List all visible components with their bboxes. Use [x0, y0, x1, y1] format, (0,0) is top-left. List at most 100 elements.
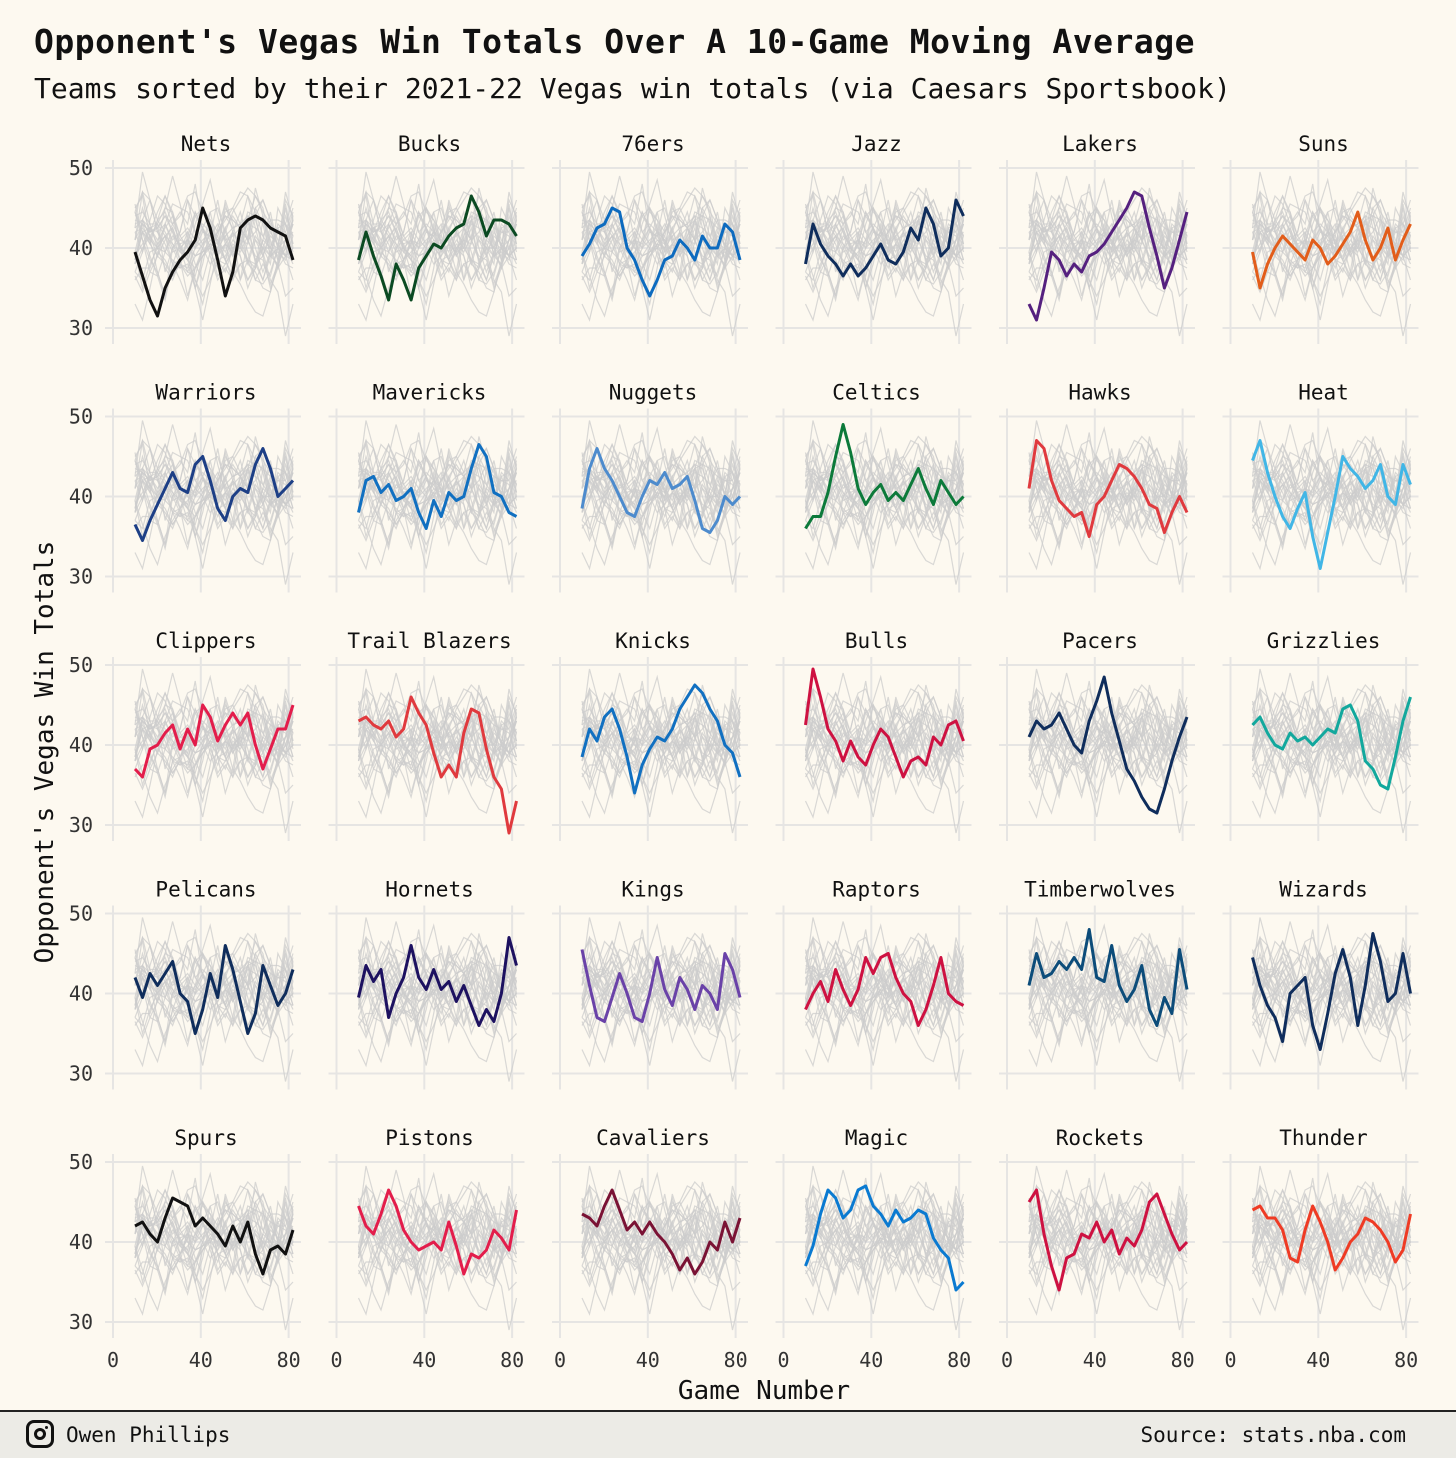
background-series-line [1252, 948, 1412, 1028]
background-series-line [1252, 203, 1412, 282]
source-credit: Source: stats.nba.com [1140, 1423, 1406, 1447]
background-series-line [357, 688, 517, 795]
background-series-line [1028, 452, 1188, 526]
panel-grizzlies: Grizzlies [1222, 629, 1419, 841]
background-series-line [581, 696, 741, 788]
series-line-hornets [357, 936, 518, 1027]
x-tick-label: 80 [500, 1348, 524, 1372]
background-series-line [581, 939, 741, 1028]
background-series-line [134, 442, 294, 531]
background-series-line [1251, 194, 1412, 282]
series-line-pelicans [133, 944, 295, 1035]
series-line-warriors [133, 447, 295, 542]
panel-trail-blazers: Trail Blazers [328, 629, 525, 841]
panel-title: Pistons [385, 1126, 474, 1150]
background-series-line [1251, 691, 1411, 796]
panel-title: Hawks [1068, 381, 1131, 405]
panel-cavaliers: Cavaliers 0 40 80 [552, 1126, 748, 1372]
background-series-line [581, 194, 741, 282]
background-series-line [357, 442, 517, 547]
background-series-line [1251, 696, 1412, 788]
background-series-line [1028, 696, 1188, 788]
series-line-cavaliers [581, 1188, 742, 1276]
panel-title: Mavericks [373, 381, 487, 405]
background-series-line [358, 203, 518, 282]
background-series-line [1252, 700, 1412, 779]
background-series-line [1028, 439, 1188, 546]
background-series-line [357, 452, 518, 526]
background-series-line [134, 696, 294, 788]
panel-celtics: Celtics [775, 381, 972, 593]
x-axis-title: Game Number [678, 1376, 850, 1406]
background-series-line [357, 949, 518, 1023]
background-series-line [134, 1188, 294, 1293]
background-series-line [1252, 691, 1412, 779]
panel-bulls: Bulls [775, 629, 972, 841]
background-series-line [581, 700, 741, 779]
background-series-line [1028, 700, 1188, 774]
background-series-line [804, 1193, 965, 1285]
background-series-line [357, 194, 518, 282]
series-line-suns [1251, 210, 1412, 290]
background-series-line [134, 691, 294, 779]
background-series-line [1028, 688, 1188, 795]
panel-title: Knicks [615, 629, 691, 653]
background-series-line [357, 691, 517, 796]
background-series-line [1028, 952, 1188, 1028]
panel-title: Pacers [1062, 629, 1138, 653]
background-series-line [1251, 1188, 1412, 1276]
background-series-line [804, 452, 965, 526]
background-series-line [358, 210, 518, 278]
series-line-jazz [804, 198, 965, 278]
background-series-line [134, 707, 294, 775]
panel-suns: Suns [1222, 132, 1419, 344]
chart-subtitle: Teams sorted by their 2021-22 Vegas win … [34, 72, 1231, 105]
y-axis-title: Opponent's Vegas Win Totals [30, 541, 60, 964]
background-series-line [581, 1188, 741, 1276]
background-series-line [1251, 704, 1411, 779]
background-series-line [357, 945, 518, 1036]
background-series-line [358, 442, 518, 530]
background-series-line [1028, 1188, 1188, 1276]
series-line-clippers [133, 703, 295, 779]
panel-title: 76ers [621, 132, 684, 156]
panel-lakers: Lakers [999, 132, 1195, 344]
panel-title: Warriors [155, 381, 256, 405]
background-series-line [1251, 452, 1412, 526]
background-series-line [358, 1197, 518, 1276]
background-series-line [581, 203, 741, 282]
background-series-line [581, 691, 741, 779]
background-series-line [357, 442, 518, 531]
background-series-line [581, 455, 741, 531]
background-series-line [581, 194, 741, 282]
background-series-line [134, 210, 294, 278]
background-series-line [581, 207, 741, 282]
background-series-line [804, 1188, 965, 1276]
panel-title: Heat [1298, 381, 1349, 405]
background-series-line [134, 203, 294, 282]
panel-nuggets: Nuggets [552, 381, 748, 593]
background-series-line [1251, 691, 1412, 779]
background-series-line [804, 199, 965, 291]
background-series-line [1028, 691, 1188, 796]
panel-title: Timberwolves [1024, 878, 1176, 902]
background-series-line [1252, 442, 1412, 530]
background-series-line [805, 203, 965, 282]
y-tick-label: 30 [69, 1310, 93, 1334]
background-series-line [581, 203, 741, 277]
panel-title: Lakers [1062, 132, 1138, 156]
background-series-line [357, 700, 518, 774]
background-series-line [1251, 199, 1412, 291]
background-series-line [804, 691, 964, 796]
background-series-line [134, 194, 294, 282]
series-line-bulls [804, 667, 965, 779]
background-series-line [581, 707, 741, 775]
panel-76ers: 76ers [552, 132, 748, 344]
background-series-line [134, 458, 294, 526]
y-tick-label: 30 [69, 565, 93, 589]
background-series-line [581, 939, 741, 1027]
panel-clippers: Clippers 30 40 50 [69, 629, 301, 841]
series-line-heat [1251, 439, 1412, 570]
panel-warriors: Warriors 30 40 50 [69, 381, 301, 593]
background-series-line [1028, 939, 1188, 1028]
